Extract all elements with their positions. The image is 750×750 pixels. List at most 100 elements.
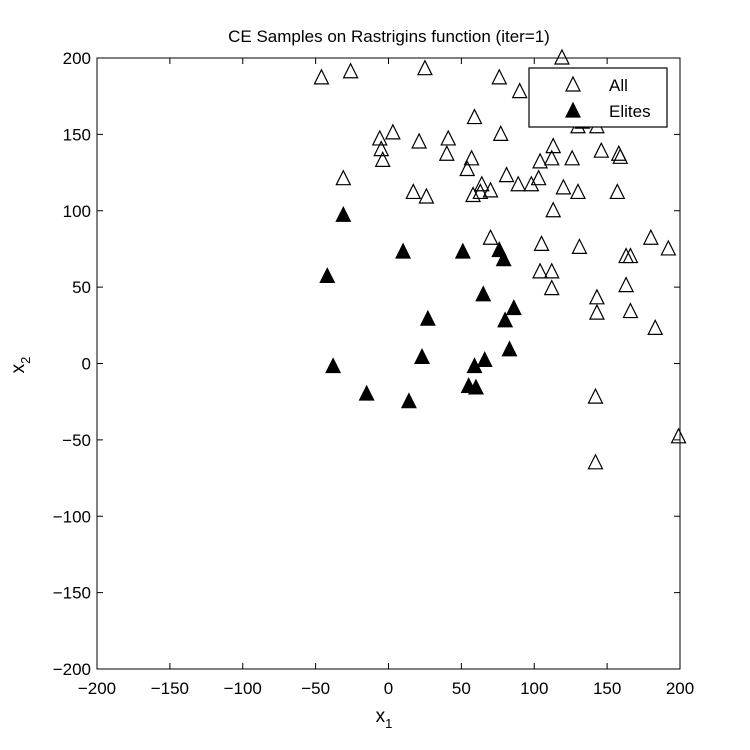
sample-point — [374, 151, 391, 167]
elite-point — [419, 309, 436, 326]
sample-point — [555, 178, 572, 195]
y-axis: −200 −150 −100 −50 0 50 100 150 200 — [53, 49, 680, 679]
sample-point — [533, 235, 550, 251]
sample-point — [440, 129, 457, 146]
sample-point — [543, 279, 560, 296]
sample-point — [510, 175, 527, 192]
x-tick-label: 100 — [520, 679, 548, 698]
sample-point — [416, 59, 433, 76]
sample-point — [384, 123, 401, 140]
elite-point — [476, 351, 493, 368]
legend-box — [528, 67, 668, 128]
x-tick-label: 150 — [593, 679, 621, 698]
x-tick-label: −50 — [301, 679, 330, 698]
y-tick-label: 200 — [63, 49, 91, 68]
sample-point — [587, 387, 604, 404]
sample-point — [593, 141, 610, 158]
sample-point — [571, 238, 588, 255]
elite-point — [475, 285, 492, 302]
elite-point — [501, 340, 518, 357]
elite-point — [495, 250, 512, 267]
sample-point — [642, 228, 659, 245]
legend-label-all: All — [609, 76, 628, 95]
elite-point — [414, 348, 430, 364]
sample-point — [466, 108, 483, 125]
sample-point — [543, 262, 560, 279]
sample-point — [543, 149, 560, 166]
x-axis: −200 −150 −100 −50 0 50 100 150 200 — [78, 58, 694, 698]
sample-point — [545, 137, 562, 154]
elite-point — [497, 311, 514, 328]
elite-point — [454, 242, 471, 259]
sample-point — [564, 149, 581, 166]
legend-marker-all — [565, 75, 581, 92]
sample-point — [472, 183, 489, 200]
sample-point — [670, 427, 687, 444]
sample-point — [523, 175, 540, 192]
sample-point — [405, 183, 422, 200]
elite-point — [335, 205, 352, 222]
x-tick-label: −150 — [151, 679, 189, 698]
sample-point — [660, 239, 677, 256]
sample-point — [618, 276, 635, 293]
sample-point — [335, 169, 352, 186]
sample-point — [588, 303, 605, 320]
sample-point — [622, 302, 639, 319]
y-tick-label: −50 — [62, 431, 91, 450]
sample-point — [465, 186, 482, 203]
y-tick-label: 0 — [82, 355, 91, 374]
sample-point — [438, 144, 455, 161]
sample-point — [473, 175, 490, 192]
legend-label-elites: Elites — [609, 102, 651, 121]
x-axis-label: x1 — [376, 706, 393, 731]
elite-point — [325, 357, 342, 374]
y-tick-label: 150 — [63, 125, 91, 144]
sample-point — [491, 68, 508, 85]
sample-point — [463, 149, 480, 166]
sample-point — [342, 62, 359, 79]
x-axis-label-subscript: 1 — [385, 716, 392, 731]
y-tick-label: −150 — [53, 584, 91, 603]
sample-point — [498, 166, 515, 183]
legend-marker-elites — [565, 101, 581, 118]
sample-point — [532, 152, 549, 169]
sample-point — [609, 183, 626, 200]
x-tick-label: 0 — [384, 679, 393, 698]
elite-point — [466, 357, 483, 374]
sample-point — [492, 125, 509, 141]
elite-point — [467, 378, 484, 395]
elite-point — [395, 242, 412, 259]
y-tick-label: 100 — [63, 202, 91, 221]
y-axis-label: x2 — [8, 357, 33, 374]
x-tick-label: −200 — [78, 679, 116, 698]
sample-point — [553, 48, 570, 65]
sample-point — [411, 132, 428, 149]
sample-point — [482, 228, 499, 245]
sample-point — [482, 181, 499, 198]
sample-point — [418, 187, 435, 204]
sample-point — [532, 262, 549, 279]
chart-title: CE Samples on Rastrigins function (iter=… — [228, 27, 550, 46]
sample-point — [570, 183, 586, 200]
sample-point — [459, 160, 476, 177]
y-axis-label-subscript: 2 — [18, 357, 33, 364]
x-tick-label: 200 — [666, 679, 694, 698]
elite-point — [505, 299, 522, 316]
legend: All Elites — [528, 67, 668, 128]
elite-point — [319, 267, 336, 284]
svg-text:x2: x2 — [8, 357, 33, 374]
y-tick-label: 50 — [72, 278, 91, 297]
sample-point — [622, 247, 639, 264]
x-tick-label: −100 — [224, 679, 262, 698]
sample-point — [511, 82, 528, 99]
sample-point — [647, 319, 664, 335]
y-tick-label: −100 — [53, 507, 91, 526]
y-tick-label: −200 — [53, 660, 91, 679]
scatter-markers — [313, 48, 687, 470]
sample-point — [545, 201, 562, 218]
sample-point — [587, 453, 604, 470]
x-tick-label: 50 — [452, 679, 471, 698]
elite-point — [358, 384, 375, 401]
sample-point — [530, 169, 547, 186]
